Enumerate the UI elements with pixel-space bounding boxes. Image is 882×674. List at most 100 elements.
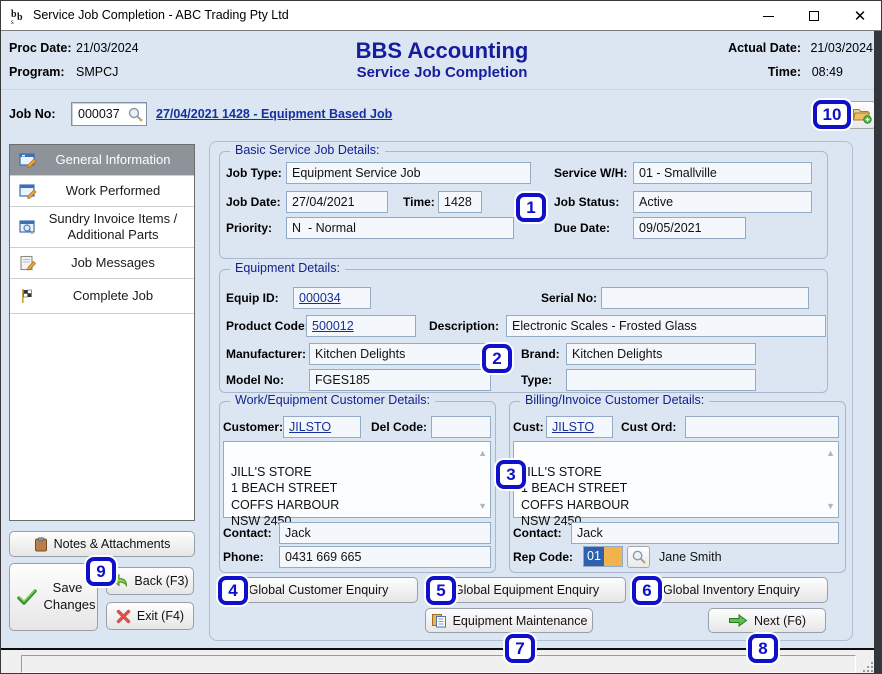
job-date-field[interactable]: 27/04/2021 — [286, 191, 388, 213]
equipment-maintenance-button[interactable]: Equipment Maintenance — [425, 608, 593, 633]
rep-code-value: 01 — [584, 547, 604, 566]
job-type-label: Job Type: — [226, 166, 282, 180]
proc-date-value: 21/03/2024 — [76, 41, 139, 55]
back-button[interactable]: Back (F3) — [106, 567, 194, 595]
cust-field[interactable]: JILSTO — [546, 416, 613, 438]
app-title: BBS Accounting — [355, 38, 529, 63]
save-changes-label: Save Changes — [43, 580, 96, 612]
description-label: Description: — [429, 319, 500, 333]
time-value: 08:49 — [811, 65, 843, 79]
priority-label: Priority: — [226, 221, 273, 235]
search-icon[interactable] — [127, 106, 144, 123]
job-no-label: Job No: — [9, 107, 56, 121]
svg-text:s: s — [11, 18, 14, 26]
titlebar: b b s Service Job Completion - ABC Tradi… — [1, 1, 881, 31]
maximize-button[interactable] — [791, 1, 837, 31]
model-no-field[interactable]: FGES185 — [309, 369, 491, 391]
new-job-button[interactable] — [847, 101, 876, 129]
work-contact-field[interactable]: Jack — [279, 522, 491, 544]
scroll-up-icon[interactable]: ▲ — [826, 448, 835, 458]
rep-code-search-button[interactable] — [627, 546, 650, 568]
description-field[interactable]: Electronic Scales - Frosted Glass — [506, 315, 826, 337]
next-button[interactable]: Next (F6) — [708, 608, 826, 633]
resize-grip-icon[interactable] — [861, 660, 873, 672]
job-description-link[interactable]: 27/04/2021 1428 - Equipment Based Job — [156, 107, 393, 121]
work-customer-address-text: JILL'S STORE 1 BEACH STREET COFFS HARBOU… — [231, 464, 340, 529]
save-changes-button[interactable]: Save Changes — [9, 563, 98, 631]
scroll-down-icon[interactable]: ▼ — [478, 500, 487, 511]
annotation-3: 3 — [496, 460, 526, 489]
rep-code-input[interactable]: 01 — [583, 546, 623, 567]
sidebar-item-job-messages[interactable]: Job Messages — [10, 248, 194, 279]
scroll-up-icon[interactable]: ▲ — [478, 448, 487, 458]
cust-label: Cust: — [513, 420, 544, 434]
work-contact-label: Contact: — [223, 526, 272, 540]
job-no-input[interactable]: 000037 — [71, 102, 147, 126]
priority-field[interactable]: N - Normal — [286, 217, 514, 239]
basic-details-group: Basic Service Job Details: — [219, 143, 828, 259]
manufacturer-label: Manufacturer: — [226, 347, 307, 361]
sidebar-item-complete-job[interactable]: Complete Job — [10, 279, 194, 314]
annotation-4: 4 — [218, 576, 248, 605]
proc-date-label: Proc Date: — [9, 41, 72, 55]
exit-button[interactable]: Exit (F4) — [106, 602, 194, 630]
basic-details-legend: Basic Service Job Details: — [230, 143, 385, 157]
sidebar-item-label: Sundry Invoice Items / Additional Parts — [48, 210, 178, 242]
sidebar-item-sundry-invoice-items[interactable]: Sundry Invoice Items / Additional Parts — [10, 207, 194, 248]
clipboard-icon — [34, 536, 48, 552]
form-search-icon — [19, 220, 35, 235]
work-customer-address[interactable]: JILL'S STORE 1 BEACH STREET COFFS HARBOU… — [223, 441, 491, 528]
scroll-down-icon[interactable]: ▼ — [826, 500, 835, 511]
type-field[interactable] — [566, 369, 756, 391]
program-label: Program: — [9, 65, 65, 79]
annotation-7: 7 — [505, 634, 535, 663]
notes-attachments-button[interactable]: Notes & Attachments — [9, 531, 195, 557]
job-type-field[interactable]: Equipment Service Job — [286, 162, 531, 184]
del-code-field[interactable] — [431, 416, 491, 438]
job-no-value: 000037 — [78, 107, 120, 121]
billing-contact-field[interactable]: Jack — [571, 522, 839, 544]
serial-no-label: Serial No: — [541, 291, 598, 305]
job-status-field[interactable]: Active — [633, 191, 812, 213]
back-label: Back (F3) — [134, 574, 189, 588]
global-inventory-enquiry-button[interactable]: Global Inventory Enquiry — [635, 577, 828, 603]
equip-id-field[interactable]: 000034 — [293, 287, 371, 309]
header-band: Proc Date: 21/03/2024 Program: SMPCJ BBS… — [1, 32, 881, 90]
due-date-field[interactable]: 09/05/2021 — [633, 217, 746, 239]
phone-field[interactable]: 0431 669 665 — [279, 546, 491, 568]
customer-field[interactable]: JILSTO — [283, 416, 361, 438]
work-customer-group: Work/Equipment Customer Details: — [219, 393, 496, 573]
minimize-icon — [762, 15, 774, 17]
screen-title: Service Job Completion — [356, 64, 528, 81]
window-right-border — [874, 31, 881, 673]
manufacturer-field[interactable]: Kitchen Delights — [309, 343, 491, 365]
annotation-5: 5 — [426, 576, 456, 605]
time-field[interactable]: 1428 — [438, 191, 482, 213]
sidebar-item-work-performed[interactable]: Work Performed — [10, 176, 194, 207]
customer-label: Customer: — [223, 420, 284, 434]
del-code-label: Del Code: — [371, 420, 428, 434]
billing-customer-address[interactable]: JILL'S STORE 1 BEACH STREET COFFS HARBOU… — [513, 441, 839, 528]
time-label: Time: — [767, 65, 801, 79]
due-date-label: Due Date: — [554, 221, 611, 235]
service-wh-field[interactable]: 01 - Smallville — [633, 162, 812, 184]
cust-ord-label: Cust Ord: — [621, 420, 677, 434]
global-equipment-enquiry-button[interactable]: Global Equipment Enquiry — [427, 577, 626, 603]
brand-field[interactable]: Kitchen Delights — [566, 343, 756, 365]
global-customer-enquiry-button[interactable]: Global Customer Enquiry — [219, 577, 418, 603]
svg-text:b: b — [17, 12, 23, 23]
job-date-label: Job Date: — [226, 195, 281, 209]
sidebar-item-label: General Information — [55, 151, 171, 167]
status-bar — [1, 648, 881, 673]
notes-attachments-label: Notes & Attachments — [53, 537, 171, 551]
check-icon — [16, 587, 38, 607]
annotation-9: 9 — [86, 557, 116, 586]
minimize-button[interactable] — [745, 1, 791, 31]
sidebar-item-general-information[interactable]: General Information — [10, 145, 194, 176]
phone-label: Phone: — [223, 550, 264, 564]
cust-ord-field[interactable] — [685, 416, 839, 438]
product-code-field[interactable]: 500012 — [306, 315, 416, 337]
close-button[interactable]: ✕ — [837, 1, 881, 31]
serial-no-field[interactable] — [601, 287, 809, 309]
